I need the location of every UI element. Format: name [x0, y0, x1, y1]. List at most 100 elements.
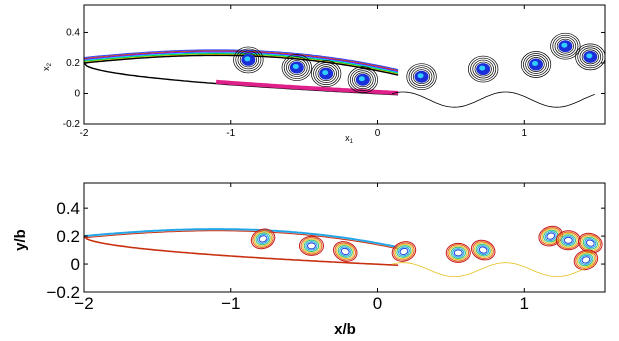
vortex-core-highlight — [417, 73, 424, 79]
vortex-ring — [399, 247, 409, 256]
vortex-contour-ring — [352, 70, 374, 90]
vortex-contour-ring — [286, 58, 308, 77]
vortex-ring — [258, 235, 268, 243]
vortex-ring — [478, 246, 488, 254]
y-tick-label: -0.2 — [63, 119, 81, 130]
vortex-core-highlight — [479, 65, 486, 71]
vortex-contour-ring — [552, 34, 579, 58]
vortex-contour-ring — [283, 56, 310, 79]
underside-band — [215, 79, 399, 95]
airfoil-upper-contour — [84, 49, 399, 71]
vortex-ring — [582, 236, 598, 250]
x-tick-label: −1 — [221, 294, 240, 313]
y-tick-label: 0.2 — [56, 227, 80, 246]
airfoil-upper-contour — [84, 52, 399, 73]
vortex-ring — [546, 232, 556, 240]
x-tick-label: −2 — [74, 294, 93, 313]
vortex-ring — [300, 237, 323, 255]
vortex-contour-ring — [520, 51, 552, 78]
vortex-contour-ring — [554, 36, 577, 56]
vortex-ring — [306, 242, 316, 250]
vortex-contour-ring — [556, 38, 574, 54]
top-ticks — [83, 5, 605, 125]
vortex-contour-ring — [354, 72, 372, 88]
vortex-ring — [544, 231, 557, 242]
vortex-core-highlight — [532, 61, 539, 66]
vortex-ring — [257, 233, 270, 244]
vortex-ring — [541, 228, 560, 244]
x-tick-label: 0 — [373, 294, 382, 313]
vortex-contour-ring — [470, 57, 497, 81]
vortex-core-highlight — [244, 56, 251, 62]
vortex-ring — [305, 241, 318, 251]
vortex-ring — [397, 246, 410, 257]
x-tick-label: -2 — [80, 128, 89, 139]
wake-filament — [392, 91, 595, 108]
top-x-axis-label: x1 — [345, 133, 354, 145]
vortex-contour-ring — [235, 48, 262, 72]
bottom-y-axis-label: y/b — [12, 229, 29, 251]
y-tick-label: 0.4 — [66, 27, 80, 38]
x-tick-label: -1 — [226, 128, 235, 139]
vortex-ring — [559, 232, 578, 248]
vortex-core-highlight — [586, 53, 593, 59]
vortex-core-highlight — [322, 70, 329, 76]
vortex-contour-ring — [579, 47, 602, 67]
vortex-ring — [255, 232, 271, 246]
vortex-ring — [581, 256, 591, 264]
vortex-contour-ring — [313, 62, 340, 86]
bottom-ticks — [83, 183, 605, 293]
vortex-ring — [560, 234, 577, 247]
vortex-ring — [337, 245, 353, 258]
vortex-contour-ring — [472, 59, 494, 79]
y-tick-label: 0.2 — [66, 58, 80, 69]
vortex-contour-ring — [577, 45, 604, 69]
vortex-ring — [576, 252, 596, 268]
vortex-contour-ring — [406, 63, 437, 91]
vortex-contour-ring — [317, 66, 335, 82]
vortex-contour-ring — [281, 54, 312, 81]
vortex-ring — [579, 234, 601, 253]
vortex-ring — [339, 246, 352, 257]
wake-filament — [392, 262, 595, 278]
airfoil-lower-surface — [84, 235, 399, 266]
y-tick-label: −0.2 — [46, 283, 80, 302]
airfoil-upper-contour — [84, 230, 399, 250]
y-tick-label: 0 — [74, 88, 80, 99]
vortex-ring — [585, 239, 595, 247]
top-flow-field — [84, 32, 605, 108]
vortex-ring — [579, 254, 592, 265]
vortex-ring — [573, 249, 599, 271]
vortex-ring — [302, 238, 321, 254]
vortex-ring — [472, 241, 494, 260]
y-tick-label: 0.4 — [56, 199, 80, 218]
vortex-ring — [253, 231, 273, 247]
vortex-ring — [452, 248, 465, 258]
vortex-core-highlight — [358, 76, 365, 82]
vortex-ring — [470, 239, 496, 261]
vortex-ring — [543, 229, 559, 243]
airfoil-upper-contour — [84, 53, 399, 75]
vortex-contour-ring — [581, 49, 599, 65]
vortex-ring — [394, 243, 414, 260]
vortex-contour-ring — [239, 52, 257, 68]
vortex-contour-ring — [410, 67, 433, 87]
vortex-contour-ring — [474, 61, 492, 77]
top-ytick-labels: -0.2 0 0.2 0.4 — [63, 27, 81, 130]
vortex-ring — [475, 243, 491, 257]
vortex-contour-ring — [288, 60, 306, 75]
vortex-ring — [477, 245, 490, 256]
vortex-ring — [250, 228, 276, 250]
vortex-ring — [447, 244, 470, 262]
bottom-x-axis-label: x/b — [334, 321, 356, 338]
vortex-core-highlight — [292, 64, 299, 70]
vortex-ring — [575, 250, 597, 269]
bottom-plot-frame — [83, 182, 606, 293]
vortex-contour-ring — [550, 32, 581, 60]
bottom-flow-field — [84, 225, 603, 278]
airfoil-upper-surface — [84, 54, 399, 76]
top-plot-frame — [83, 4, 606, 125]
vortex-ring — [578, 232, 603, 254]
